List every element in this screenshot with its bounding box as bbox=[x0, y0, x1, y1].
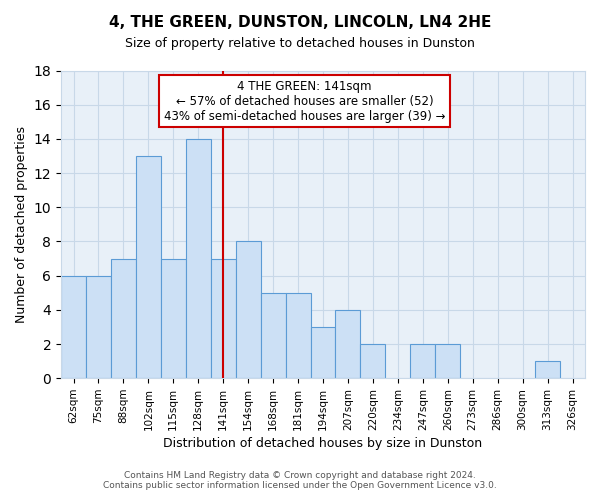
Text: Size of property relative to detached houses in Dunston: Size of property relative to detached ho… bbox=[125, 38, 475, 51]
Y-axis label: Number of detached properties: Number of detached properties bbox=[15, 126, 28, 323]
Bar bbox=[86, 276, 111, 378]
Bar bbox=[361, 344, 385, 378]
Bar bbox=[211, 258, 236, 378]
Text: 4, THE GREEN, DUNSTON, LINCOLN, LN4 2HE: 4, THE GREEN, DUNSTON, LINCOLN, LN4 2HE bbox=[109, 15, 491, 30]
Bar bbox=[61, 276, 86, 378]
Bar bbox=[286, 292, 311, 378]
Bar bbox=[410, 344, 435, 378]
Bar bbox=[186, 139, 211, 378]
X-axis label: Distribution of detached houses by size in Dunston: Distribution of detached houses by size … bbox=[163, 437, 482, 450]
Bar bbox=[311, 327, 335, 378]
Bar bbox=[136, 156, 161, 378]
Text: Contains HM Land Registry data © Crown copyright and database right 2024.
Contai: Contains HM Land Registry data © Crown c… bbox=[103, 470, 497, 490]
Bar bbox=[535, 361, 560, 378]
Text: 4 THE GREEN: 141sqm
← 57% of detached houses are smaller (52)
43% of semi-detach: 4 THE GREEN: 141sqm ← 57% of detached ho… bbox=[164, 80, 445, 122]
Bar bbox=[260, 292, 286, 378]
Bar bbox=[236, 242, 260, 378]
Bar bbox=[111, 258, 136, 378]
Bar bbox=[435, 344, 460, 378]
Bar bbox=[335, 310, 361, 378]
Bar bbox=[161, 258, 186, 378]
